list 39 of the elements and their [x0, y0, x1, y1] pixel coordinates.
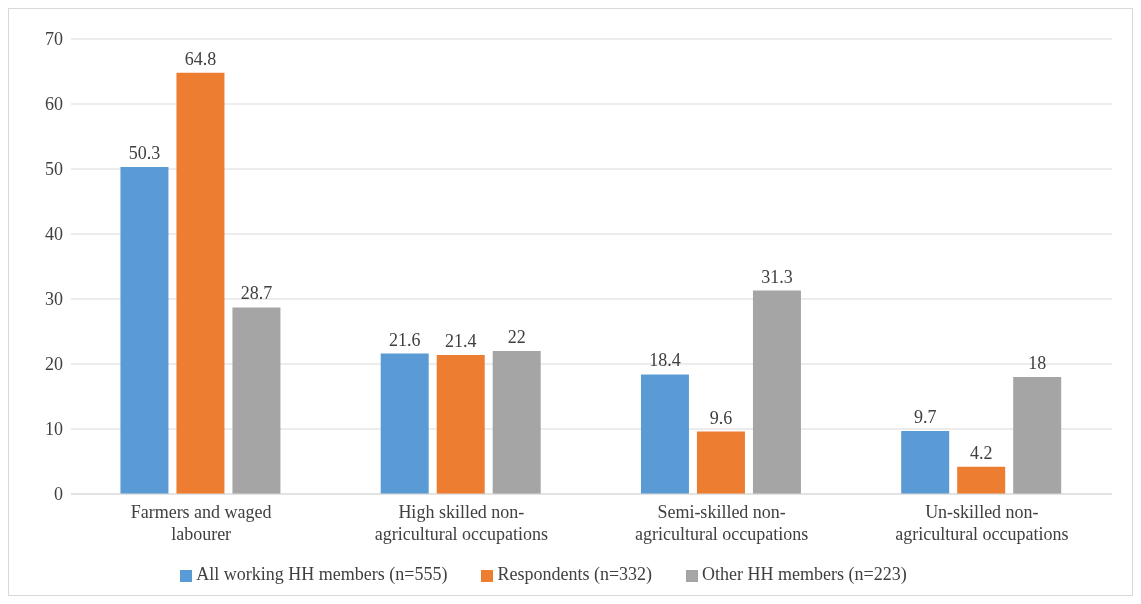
bar	[120, 167, 169, 494]
bar	[901, 430, 950, 494]
legend-label: Respondents (n=332)	[497, 564, 653, 584]
bar	[1013, 377, 1062, 494]
data-label: 4.2	[969, 442, 993, 463]
bar	[436, 354, 485, 494]
data-label: 9.6	[709, 407, 733, 428]
bar	[176, 72, 225, 494]
x-tick-label: Semi-skilled non-agricultural occupations	[634, 502, 809, 544]
bar	[957, 466, 1006, 494]
y-tick-label: 30	[45, 289, 63, 310]
y-tick-label: 10	[45, 419, 63, 440]
legend-label: Other HH members (n=223)	[702, 564, 907, 584]
data-label: 18	[1028, 353, 1047, 373]
y-tick-label: 20	[45, 354, 63, 375]
data-label: 28.7	[240, 283, 273, 304]
y-tick-label: 0	[54, 484, 63, 505]
bar	[696, 431, 745, 494]
y-tick-label: 60	[45, 94, 63, 115]
data-label: 21.6	[388, 329, 421, 350]
data-label: 9.7	[913, 406, 937, 427]
x-tick-label: Un-skilled non-agricultural occupations	[895, 502, 1069, 544]
x-tick-label: Farmers and waged labourer	[130, 502, 272, 544]
legend-label: All working HH members (n=555)	[196, 564, 448, 584]
data-label: 22	[507, 327, 526, 347]
bar	[380, 353, 429, 494]
x-tick-label: High skilled non-agricultural occupations	[374, 502, 549, 544]
bar	[492, 351, 541, 494]
data-label: 31.3	[761, 266, 793, 287]
bar	[640, 374, 689, 494]
data-label: 50.3	[128, 143, 161, 164]
bar	[232, 307, 281, 494]
data-label: 18.4	[649, 350, 681, 371]
data-label: 21.4	[444, 330, 477, 351]
y-tick-label: 50	[45, 159, 63, 180]
y-tick-label: 40	[45, 224, 63, 245]
data-label: 64.8	[184, 48, 217, 69]
bar	[752, 290, 801, 494]
y-tick-label: 70	[45, 29, 63, 50]
